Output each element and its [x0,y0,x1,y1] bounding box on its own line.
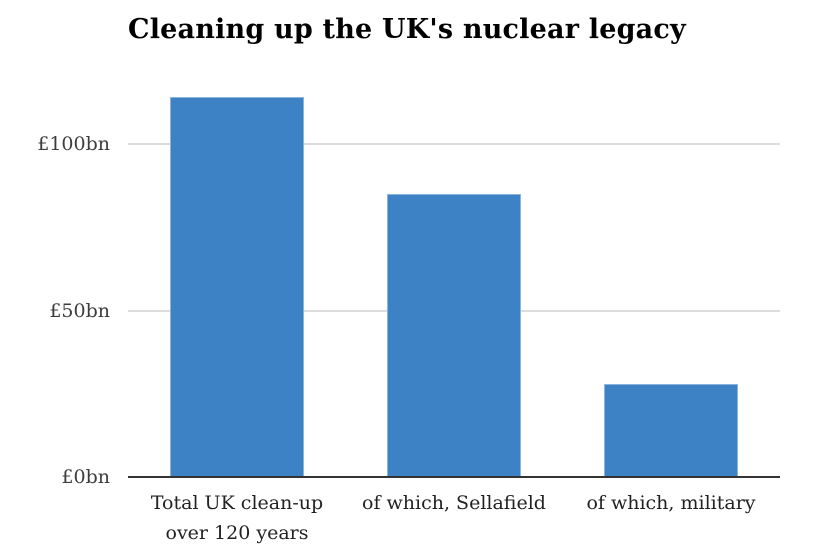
y-axis-tick-label: £0bn [61,466,110,488]
bar [170,97,304,477]
bar [387,194,521,477]
chart-title: Cleaning up the UK's nuclear legacy [128,14,686,45]
gridline [128,143,780,145]
bar [604,384,738,477]
x-axis-category-label: of which, Sellafield [362,492,546,514]
y-axis-tick-label: £50bn [49,299,110,322]
y-axis-tick-label: £100bn [37,133,110,155]
x-axis-line [128,476,780,478]
x-axis-category-label: Total UK clean-up over 120 years [150,492,324,544]
x-axis-category-label: of which, military [586,492,756,514]
